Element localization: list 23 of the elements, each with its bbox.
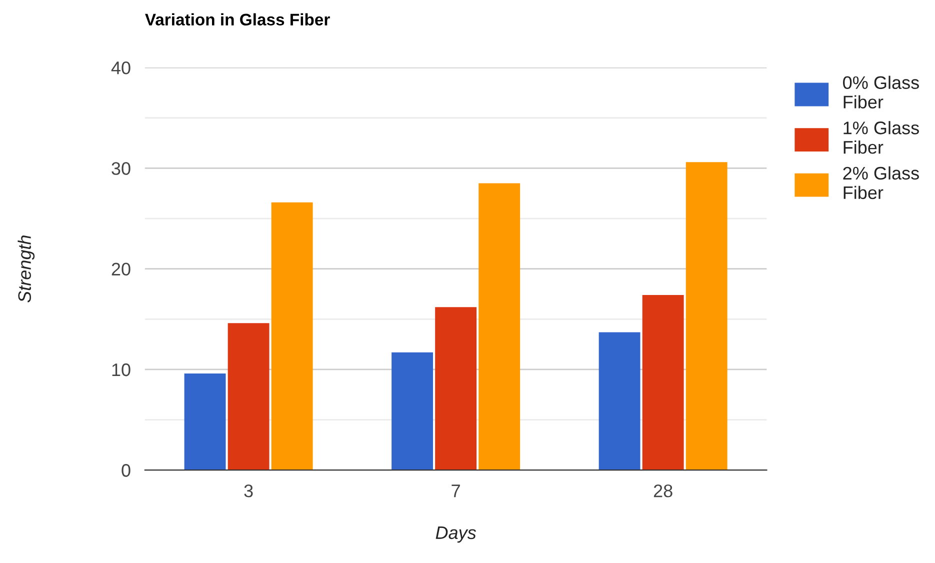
bar <box>184 373 226 470</box>
bar <box>271 202 313 470</box>
x-axis-title: Days <box>436 526 476 543</box>
legend-label: 1% Glass Fiber <box>844 121 919 154</box>
chart-title: Variation in Glass Fiber <box>145 13 330 26</box>
y-tick-label: 40 <box>111 61 130 74</box>
legend-label: 0% Glass Fiber <box>843 76 919 108</box>
x-tick-label: 28 <box>654 484 672 498</box>
legend-label: 2% Glass Fiber <box>843 166 919 200</box>
y-tick-label: 10 <box>112 363 130 376</box>
bar <box>228 323 270 470</box>
y-tick-label: 20 <box>112 262 130 276</box>
bar <box>392 352 434 470</box>
bar <box>642 295 684 470</box>
x-tick-label: 7 <box>452 484 460 498</box>
bar <box>686 162 728 470</box>
bar <box>598 332 640 470</box>
y-tick-label: 0 <box>122 464 130 477</box>
bar <box>478 183 520 470</box>
y-axis-title: Strength <box>18 236 35 302</box>
x-tick-label: 3 <box>244 484 253 498</box>
bar <box>435 307 477 470</box>
y-tick-label: 30 <box>112 162 130 175</box>
